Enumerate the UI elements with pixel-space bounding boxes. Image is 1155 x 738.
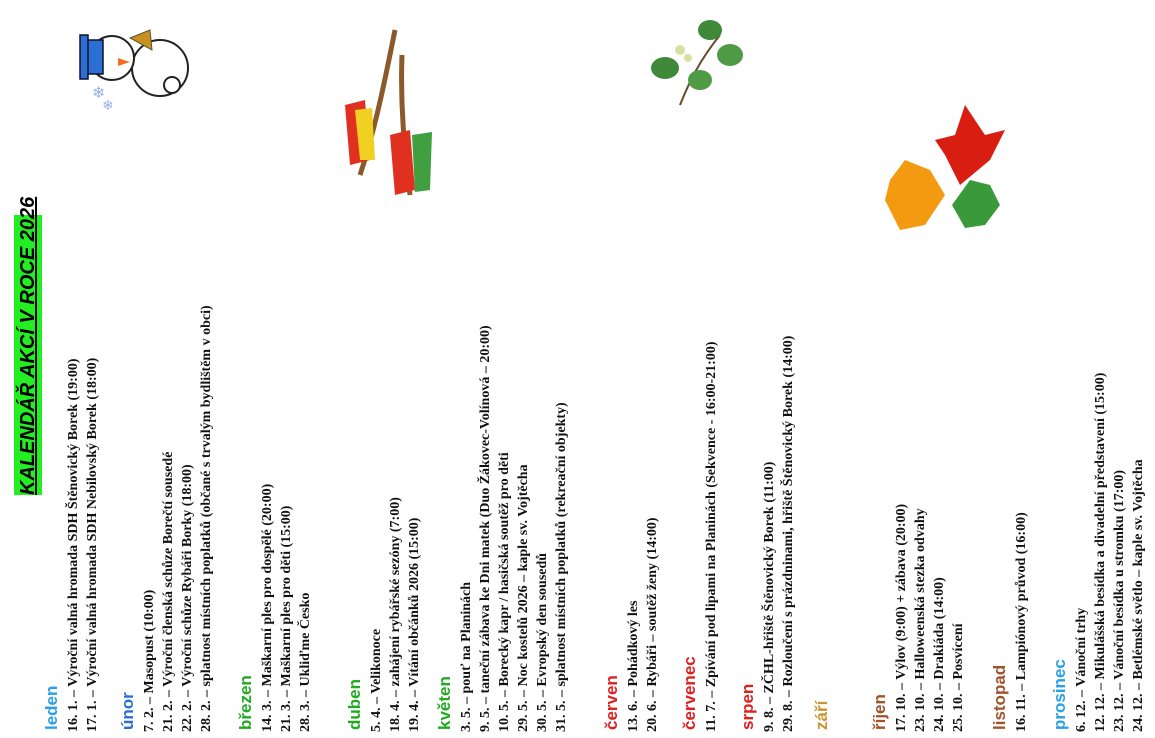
month-heading: srpen [738, 683, 757, 730]
event-item: 18. 4. – zahájení rybářské sezóny (7:00) [388, 497, 403, 732]
event-item: 25. 10. – Posvícení [951, 623, 966, 733]
month-heading: červen [602, 675, 621, 730]
event-item: 24. 10. – Drakiáda (14:00) [932, 577, 947, 732]
event-item: 21. 2. – Výroční členská schůze Borečtí … [161, 451, 176, 732]
month-heading: duben [345, 679, 364, 730]
month-heading: červenec [680, 656, 699, 730]
event-item: 7. 2. – Masopust (10:00) [142, 589, 157, 732]
event-item: 6. 12. – Vánoční trhy [1074, 607, 1089, 732]
event-item: 16. 1. – Výroční valná hromada SDH Štěno… [66, 358, 81, 733]
month-heading: květen [435, 676, 454, 730]
event-item: 24. 12. – Betlémské světlo – kaple sv. V… [1131, 459, 1146, 732]
event-item: 22. 2. – Výroční schůze Rybáři Borky (18… [180, 464, 195, 732]
event-item: 17. 10. – Výlov (9:00) + zábava (20:00) [894, 503, 909, 732]
event-item: 23. 12. – Vánoční besídka u stromku (17:… [1112, 469, 1127, 732]
month-heading: prosinec [1050, 659, 1069, 730]
month-heading: březen [236, 675, 255, 730]
snowman-illustration: ❄ ❄ [79, 29, 189, 114]
event-item: 11. 7. – Zpívání pod lipami na Planinách… [704, 341, 719, 732]
event-item: 29. 8. – Rozloučení s prázdninami, hřišt… [781, 335, 796, 732]
event-item: 3. 5. – pouť na Planinách [459, 581, 474, 732]
event-item: 20. 6. – Rybáři – soutěž ženy (14:00) [645, 517, 660, 732]
event-item: 13. 6. – Pohádkový les [626, 600, 641, 732]
event-item: 12. 12. – Mikulášská besídka a divadelní… [1093, 372, 1108, 732]
svg-text:❄: ❄ [92, 83, 105, 102]
leaves-illustration [885, 105, 1005, 230]
event-item: 14. 3. – Maškarní ples pro dospělé (20:0… [260, 483, 275, 732]
event-item: 9. 8. – ZČHL-hřiště Štěnovický Borek (11… [762, 461, 777, 732]
event-item: 23. 10. – Halloweenská stezka odvahy [913, 508, 928, 732]
linden-illustration [651, 20, 743, 106]
event-item: 9. 5. – taneční zábava ke Dni matek (Duo… [478, 325, 493, 732]
event-item: 21. 3. – Maškarní ples pro děti (15:00) [279, 505, 294, 732]
month-heading: září [812, 700, 831, 730]
event-item: 29. 5. – Noc kostelů 2026 – kaple sv. Vo… [516, 464, 531, 732]
month-heading: říjen [870, 694, 889, 730]
month-heading: listopad [990, 664, 1009, 730]
event-item: 5. 4. – Velikonoce [369, 628, 384, 732]
month-heading: leden [42, 685, 61, 730]
event-item: 17. 1. – Výroční valná hromada SDH Nebil… [85, 357, 100, 732]
event-item: 30. 5. – Evropský den sousedů [535, 552, 550, 732]
event-item: 10. 5. – Borecký kapr / hasičská soutěž … [497, 452, 512, 732]
event-item: 16. 11. – Lampiónový průvod (16:00) [1014, 512, 1029, 732]
event-item: 31. 5. – splatnost místních poplatků (re… [554, 402, 569, 732]
month-heading: únor [118, 692, 137, 730]
document-title: KALENDÁŘ AKCÍ V ROCE 2026 [14, 197, 42, 495]
svg-text:❄: ❄ [102, 98, 114, 114]
ribbons-illustration [345, 29, 432, 196]
event-item: 19. 4. – Vítání občánků 2026 (15:00) [407, 517, 422, 732]
event-item: 28. 3. – Ukliďme Česko [298, 592, 313, 732]
event-item: 28. 2. – splatnost místních poplatků (ob… [199, 305, 214, 732]
